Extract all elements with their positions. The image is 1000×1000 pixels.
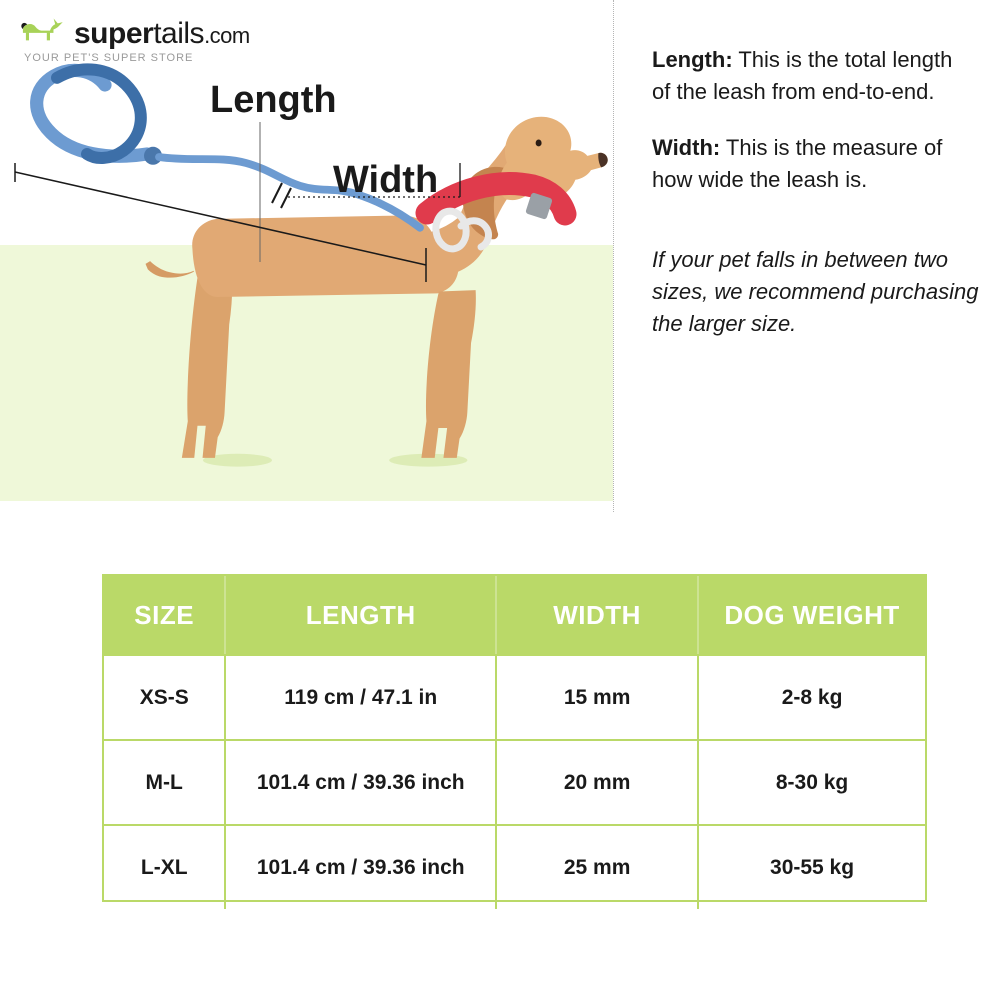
svg-text:Length: Length xyxy=(210,79,337,121)
svg-text:Width: Width xyxy=(333,159,438,201)
